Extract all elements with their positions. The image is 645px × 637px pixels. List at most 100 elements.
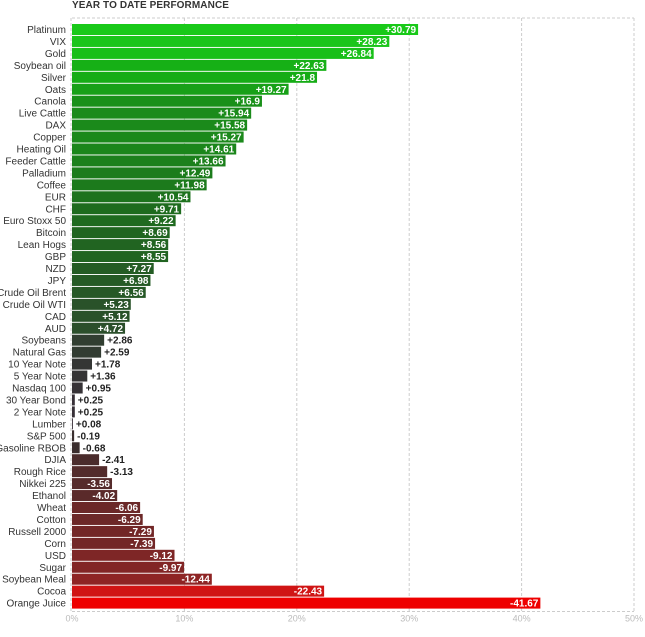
category-label: Palladium [22,168,66,179]
bar[interactable] [72,454,100,466]
value-label: +7.27 [126,264,152,275]
category-label: Soybeans [22,336,66,347]
bar[interactable] [72,95,262,107]
bar-layer [72,24,541,609]
bar[interactable] [72,513,143,525]
category-label: Nasdaq 100 [12,384,66,395]
category-label: Silver [41,73,67,84]
bar[interactable] [72,59,327,71]
bar[interactable] [72,274,151,286]
category-label: Ethanol [32,491,66,502]
bar[interactable] [72,239,169,251]
category-label: Crude Oil Brent [0,288,66,299]
bar[interactable] [72,251,169,263]
value-label: +30.79 [385,25,416,36]
tick-layer: 0% 10% 20% 30% 40% 50% [65,614,643,624]
category-label: S&P 500 [27,431,67,442]
bar[interactable] [72,47,374,59]
bar[interactable] [72,370,88,382]
bar[interactable] [72,478,113,490]
value-label: -9.12 [150,551,173,562]
value-label: +8.69 [142,228,168,239]
bar[interactable] [72,466,108,478]
value-label: +9.71 [154,204,180,215]
bar[interactable] [72,561,185,573]
bar[interactable] [72,215,176,227]
bar[interactable] [72,334,105,346]
bar[interactable] [72,382,83,394]
bar[interactable] [72,430,75,442]
bar[interactable] [72,502,141,513]
category-label: Nikkei 225 [19,479,66,490]
bar[interactable] [72,597,541,609]
bar[interactable] [72,24,419,35]
category-label: Rough Rice [14,467,67,478]
x-tick-label: 10% [175,614,193,624]
category-label: Platinum [27,25,66,36]
bar[interactable] [72,107,252,119]
value-label: +16.9 [235,97,261,108]
bar[interactable] [72,490,118,502]
bar[interactable] [72,537,156,549]
bar[interactable] [72,310,130,322]
value-label: +8.56 [141,240,167,251]
value-label: -12.44 [181,575,210,586]
bar[interactable] [72,71,318,83]
x-tick-label: 30% [400,614,418,624]
bar[interactable] [72,573,212,585]
bar[interactable] [72,227,170,239]
bar[interactable] [72,418,73,430]
bar[interactable] [72,525,154,537]
bar[interactable] [72,203,182,215]
bar[interactable] [72,298,131,310]
bar[interactable] [72,191,191,203]
bar[interactable] [72,119,248,131]
bar[interactable] [72,442,80,454]
value-label: -0.19 [77,431,100,442]
bar[interactable] [72,131,244,143]
bar[interactable] [72,286,146,298]
value-label: +15.27 [211,133,242,144]
bar[interactable] [72,406,75,418]
category-label: Natural Gas [13,348,66,359]
bar[interactable] [72,35,390,47]
value-label: +6.98 [123,276,149,287]
value-label: -3.56 [87,479,110,490]
bar[interactable] [72,83,289,95]
bar[interactable] [72,263,154,274]
bar[interactable] [72,179,207,191]
value-label: -6.06 [115,503,138,514]
bar[interactable] [72,167,213,179]
bar[interactable] [72,394,75,406]
category-label: EUR [45,192,66,203]
category-label: CHF [45,204,66,215]
value-label: +13.66 [193,156,224,167]
value-label: +12.49 [180,168,211,179]
bar[interactable] [72,322,126,334]
grid-layer [70,17,635,613]
value-label: +8.55 [141,252,167,263]
value-label: +11.98 [174,180,205,191]
value-label: +14.61 [203,145,234,156]
value-label: +4.72 [98,324,124,335]
value-label: -0.68 [83,443,106,454]
value-label: -4.02 [92,491,115,502]
value-label: -41.67 [510,599,539,610]
bar[interactable] [72,585,325,597]
bar[interactable] [72,155,226,167]
category-label: Cotton [37,515,66,526]
category-label: NZD [45,264,66,275]
value-label: +2.59 [104,348,130,359]
category-label: Copper [33,133,66,144]
category-label: 10 Year Note [8,360,66,371]
category-label: Heating Oil [17,145,66,156]
category-label: 2 Year Note [14,407,67,418]
bar[interactable] [72,358,93,370]
value-label: -3.13 [110,467,133,478]
value-label: +15.94 [218,109,249,120]
bar[interactable] [72,143,237,155]
category-label: Feeder Cattle [5,156,66,167]
bar[interactable] [72,346,102,358]
bar[interactable] [72,549,175,561]
